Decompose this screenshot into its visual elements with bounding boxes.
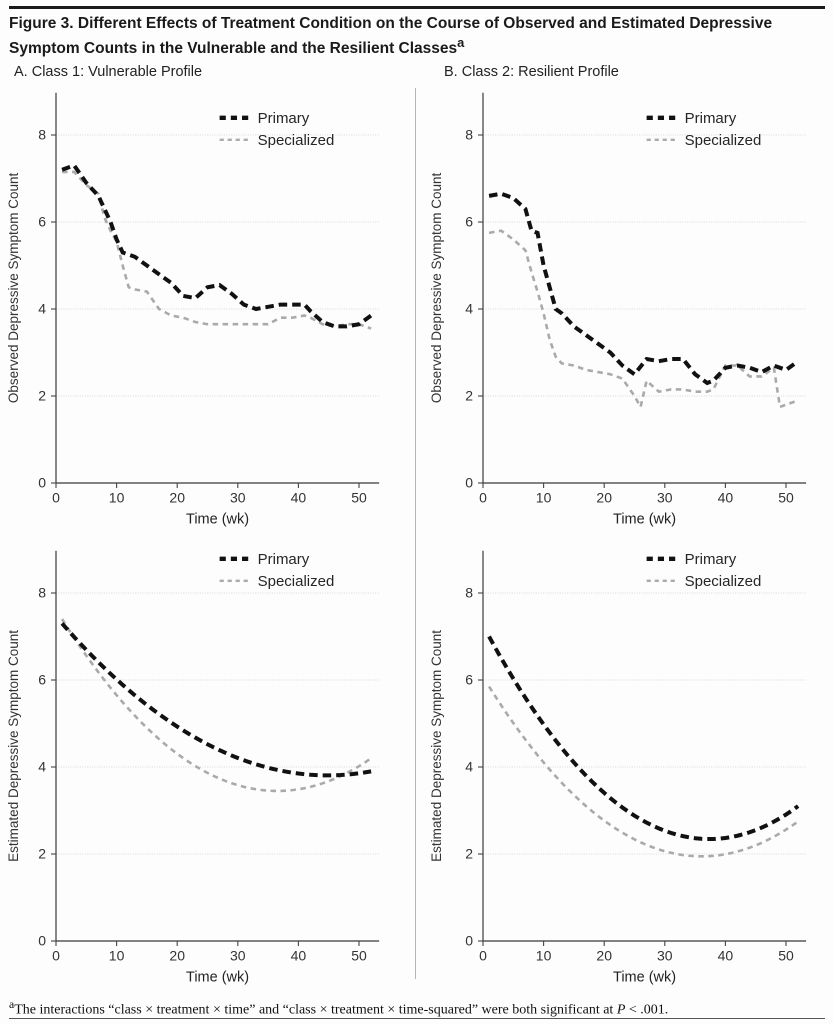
svg-text:Time (wk): Time (wk) xyxy=(613,970,676,986)
svg-text:50: 50 xyxy=(778,490,794,506)
svg-text:0: 0 xyxy=(479,490,487,506)
svg-text:Primary: Primary xyxy=(685,551,737,568)
svg-text:Primary: Primary xyxy=(685,110,737,127)
svg-text:50: 50 xyxy=(778,948,794,964)
svg-text:0: 0 xyxy=(52,948,60,964)
svg-text:0: 0 xyxy=(465,933,473,949)
svg-text:6: 6 xyxy=(38,214,46,230)
svg-text:30: 30 xyxy=(657,490,673,506)
svg-text:0: 0 xyxy=(38,933,46,949)
svg-text:Time (wk): Time (wk) xyxy=(613,512,676,528)
svg-text:Time (wk): Time (wk) xyxy=(186,970,249,986)
svg-text:Observed Depressive Symptom Co: Observed Depressive Symptom Count xyxy=(429,172,444,403)
svg-text:8: 8 xyxy=(38,127,46,143)
svg-text:8: 8 xyxy=(465,127,473,143)
svg-text:2: 2 xyxy=(38,388,46,404)
svg-text:30: 30 xyxy=(230,490,246,506)
svg-text:40: 40 xyxy=(718,948,734,964)
svg-text:4: 4 xyxy=(465,759,473,775)
svg-text:0: 0 xyxy=(465,475,473,491)
svg-text:6: 6 xyxy=(38,672,46,688)
svg-text:2: 2 xyxy=(465,388,473,404)
svg-text:10: 10 xyxy=(536,490,552,506)
svg-text:0: 0 xyxy=(38,475,46,491)
svg-text:6: 6 xyxy=(465,214,473,230)
svg-text:0: 0 xyxy=(52,490,60,506)
svg-text:30: 30 xyxy=(230,948,246,964)
svg-text:2: 2 xyxy=(465,846,473,862)
svg-text:0: 0 xyxy=(479,948,487,964)
svg-text:40: 40 xyxy=(291,948,307,964)
svg-text:10: 10 xyxy=(109,490,125,506)
svg-text:Specialized: Specialized xyxy=(685,573,762,590)
svg-text:8: 8 xyxy=(465,585,473,601)
svg-text:40: 40 xyxy=(291,490,307,506)
svg-text:4: 4 xyxy=(38,759,46,775)
svg-text:10: 10 xyxy=(109,948,125,964)
svg-text:Estimated Depressive Symptom C: Estimated Depressive Symptom Count xyxy=(429,630,444,862)
svg-text:50: 50 xyxy=(351,948,367,964)
svg-text:Specialized: Specialized xyxy=(258,132,335,149)
svg-text:4: 4 xyxy=(38,301,46,317)
svg-text:20: 20 xyxy=(596,948,612,964)
svg-text:4: 4 xyxy=(465,301,473,317)
svg-text:30: 30 xyxy=(657,948,673,964)
svg-text:8: 8 xyxy=(38,585,46,601)
svg-text:Observed Depressive Symptom Co: Observed Depressive Symptom Count xyxy=(6,172,21,403)
svg-text:Time (wk): Time (wk) xyxy=(186,512,249,528)
svg-text:40: 40 xyxy=(718,490,734,506)
svg-text:2: 2 xyxy=(38,846,46,862)
svg-text:Primary: Primary xyxy=(258,110,310,127)
svg-text:Primary: Primary xyxy=(258,551,310,568)
svg-text:Estimated Depressive Symptom C: Estimated Depressive Symptom Count xyxy=(6,630,21,862)
svg-text:20: 20 xyxy=(169,948,185,964)
svg-text:20: 20 xyxy=(596,490,612,506)
svg-text:50: 50 xyxy=(351,490,367,506)
svg-text:20: 20 xyxy=(169,490,185,506)
svg-text:6: 6 xyxy=(465,672,473,688)
svg-text:Specialized: Specialized xyxy=(685,132,762,149)
svg-text:10: 10 xyxy=(536,948,552,964)
svg-text:Specialized: Specialized xyxy=(258,573,335,590)
